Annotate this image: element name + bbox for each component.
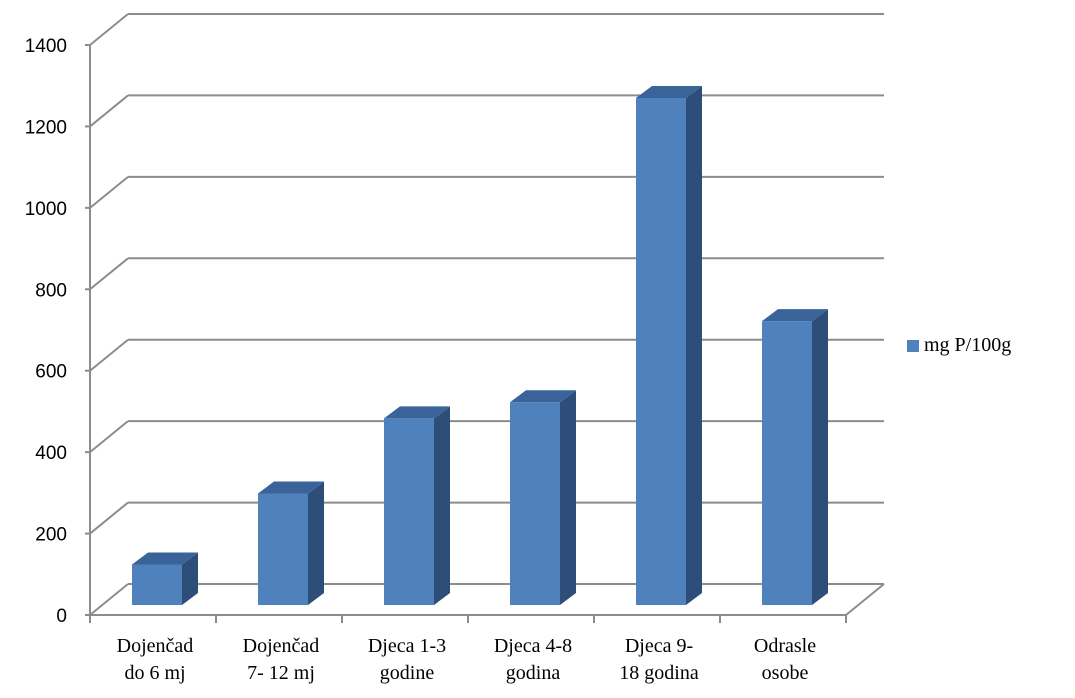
bar-side [182, 552, 198, 605]
x-tick-label-line: Djeca 4-8 [494, 635, 572, 657]
gridline-side [89, 94, 129, 128]
y-tick-label: 800 [35, 280, 67, 301]
bar-front [132, 564, 182, 605]
bar [132, 552, 198, 605]
x-tick-label-line: 18 godina [619, 662, 699, 684]
bar-side [686, 86, 702, 605]
bar-side [434, 406, 450, 605]
x-tick-label-line: Djeca 1-3 [368, 635, 446, 657]
bar-side [308, 481, 324, 605]
gridline-side [89, 420, 129, 453]
y-tick-label: 400 [35, 443, 67, 464]
bar-top [384, 406, 450, 419]
y-tick-label: 200 [35, 525, 67, 546]
bar-side [812, 309, 828, 605]
bar-top [258, 481, 324, 494]
gridline-side [89, 257, 129, 291]
bar [636, 86, 702, 605]
x-tick-label: Odrasle osobe [754, 635, 816, 684]
y-tick-label: 1000 [25, 199, 67, 220]
gridline-side [89, 13, 129, 46]
legend-swatch [907, 339, 919, 352]
bar [258, 481, 324, 605]
bar [510, 390, 576, 605]
bar-side [560, 390, 576, 605]
legend-label: mg P/100g [924, 334, 1012, 356]
gridlines [89, 13, 884, 616]
floor-edge [845, 583, 885, 616]
gridline-side [89, 501, 129, 535]
x-tick-label-line: 7- 12 mj [247, 662, 315, 684]
bar-front [636, 98, 686, 605]
x-tick-label: Djeca 1-3 godine [368, 635, 446, 684]
y-tick-label: 600 [35, 362, 67, 383]
bar-top [132, 552, 198, 565]
y-tick-label: 1200 [25, 117, 67, 138]
y-tick-label: 0 [56, 606, 67, 627]
bar-front [384, 418, 434, 605]
x-tick-label: Dojenčad 7- 12 mj [243, 635, 320, 684]
x-tick-label-line: Odrasle [754, 635, 816, 657]
legend: mg P/100g [907, 334, 1011, 357]
x-tick-label: Dojenčad do 6 mj [117, 635, 194, 684]
gridline-side [89, 176, 129, 209]
bar-front [510, 402, 560, 605]
x-tick-label-line: Dojenčad [117, 635, 194, 657]
bar-top [636, 86, 702, 98]
gridline-side [89, 583, 129, 616]
gridline-side [89, 338, 129, 372]
bar [384, 406, 450, 605]
bar-front [258, 493, 308, 605]
x-tick-label-line: do 6 mj [124, 662, 185, 684]
bar-front [762, 321, 812, 605]
x-tick-label-line: Djeca 9- [625, 635, 693, 657]
x-tick-label: Djeca 4-8 godina [494, 635, 572, 684]
bar-top [510, 390, 576, 403]
x-tick-label: Djeca 9- 18 godina [619, 635, 699, 684]
x-tick-label-line: osobe [762, 662, 809, 684]
y-tick-label: 1400 [25, 36, 67, 57]
bar [762, 309, 828, 605]
x-tick-label-line: Dojenčad [243, 635, 320, 657]
bar-top [762, 309, 828, 322]
x-tick-label-line: godina [506, 662, 561, 684]
x-tick-label-line: godine [380, 662, 435, 684]
